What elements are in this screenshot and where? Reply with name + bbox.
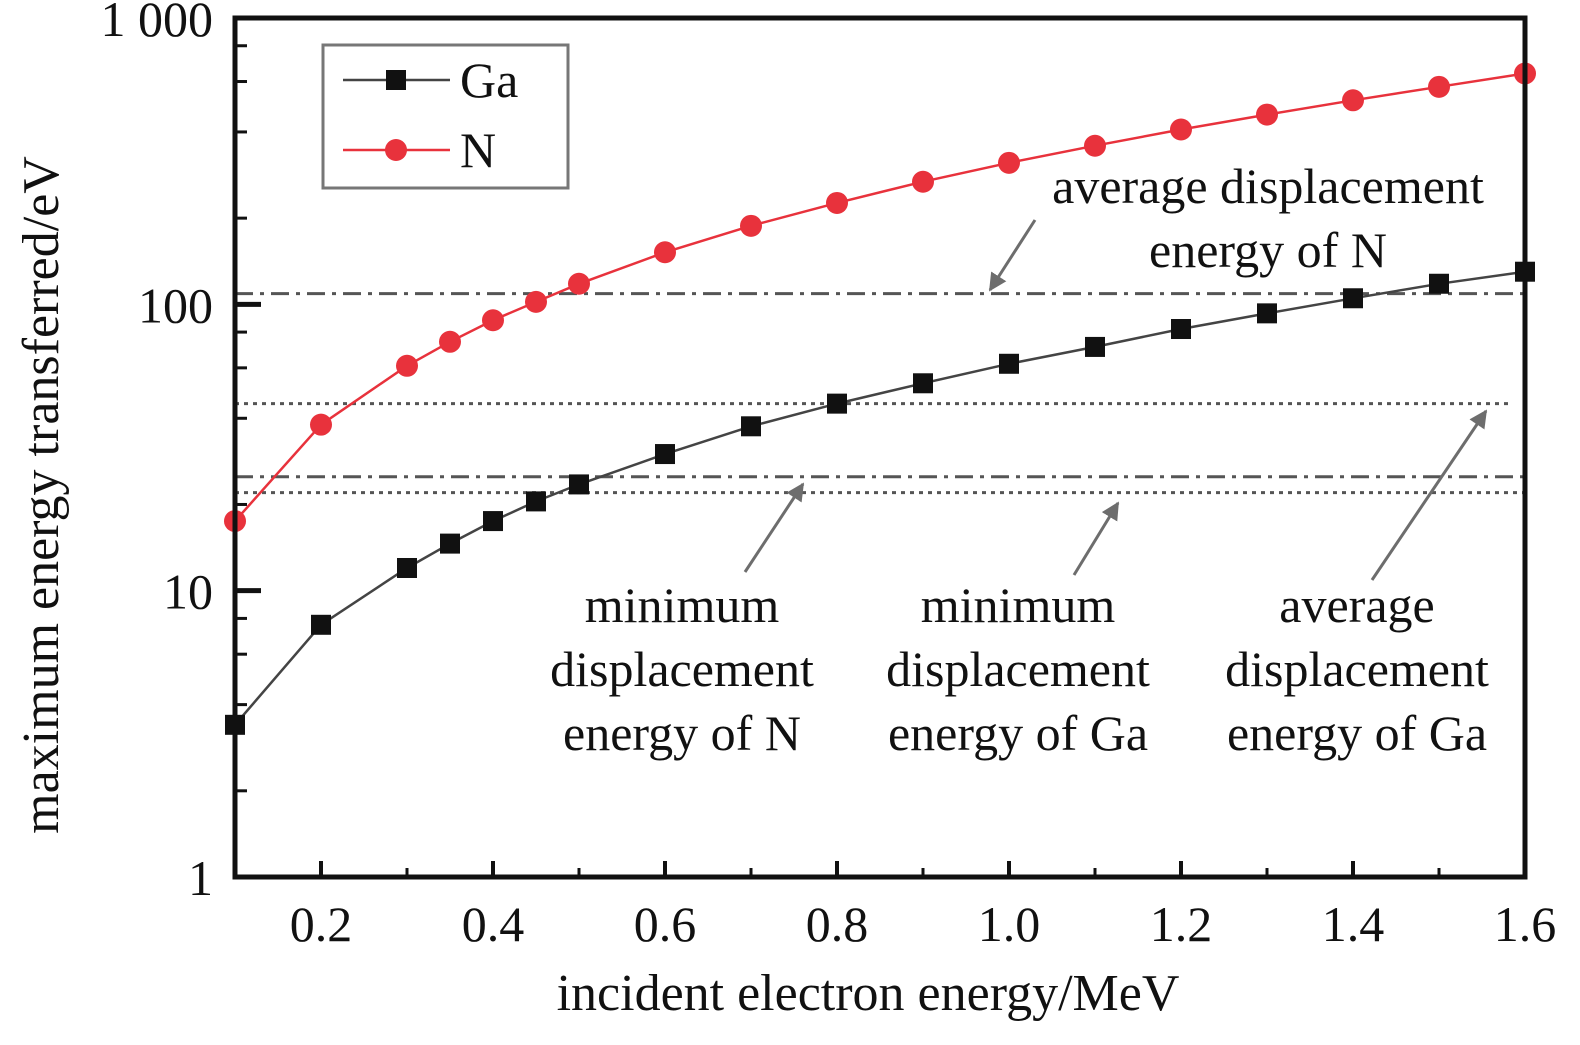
data-point-ga bbox=[311, 614, 331, 635]
annotation-arrow bbox=[1370, 409, 1488, 581]
data-point-ga bbox=[655, 444, 675, 465]
x-axis-title: incident electron energy/MeV bbox=[557, 965, 1180, 1022]
data-point-ga bbox=[741, 416, 761, 437]
y-tick-label: 1 bbox=[188, 850, 213, 906]
data-point-ga bbox=[440, 533, 460, 554]
data-point-ga bbox=[827, 393, 847, 414]
data-point-ga bbox=[1429, 273, 1449, 294]
data-point-n bbox=[1256, 103, 1278, 126]
data-point-n bbox=[654, 241, 676, 264]
annotation-arrow bbox=[988, 219, 1037, 292]
annotation-text: energy of Ga bbox=[1227, 705, 1487, 761]
annotation-text: energy of N bbox=[563, 705, 801, 761]
annotation-arrows bbox=[743, 219, 1488, 581]
plot-frame bbox=[232, 15, 1528, 880]
y-tick-label: 10 bbox=[163, 564, 213, 620]
annotation-text: average bbox=[1279, 577, 1434, 633]
axes-frame bbox=[232, 15, 1528, 880]
x-tick-label: 1.4 bbox=[1322, 896, 1385, 952]
data-point-n bbox=[568, 272, 590, 295]
data-point-ga bbox=[999, 353, 1019, 374]
x-tick-label: 0.6 bbox=[634, 896, 697, 952]
annotation-text: energy of Ga bbox=[888, 705, 1148, 761]
data-point-ga bbox=[1257, 303, 1277, 324]
annotation-text: minimum bbox=[585, 577, 780, 633]
data-point-ga bbox=[1085, 336, 1105, 357]
legend-box bbox=[321, 43, 570, 190]
axis-ticks: 0.2 0.4 0.6 0.8 1.0 1.2 1.4 1.6 1 10 100 1 000 bbox=[101, 0, 1557, 952]
data-point-n bbox=[826, 191, 848, 214]
annotation-text: average displacement bbox=[1052, 158, 1484, 214]
x-tick-label: 1.0 bbox=[978, 896, 1041, 952]
annotation-text: displacement bbox=[550, 641, 814, 697]
data-point-n bbox=[1428, 75, 1450, 98]
x-tick-label: 1.6 bbox=[1494, 896, 1557, 952]
annotation-text: energy of N bbox=[1149, 222, 1387, 278]
data-point-n bbox=[740, 214, 762, 237]
data-point-ga bbox=[483, 511, 503, 532]
data-point-n bbox=[525, 290, 547, 313]
data-point-ga bbox=[397, 557, 417, 578]
data-point-n bbox=[396, 354, 418, 377]
legend-label-ga: Ga bbox=[460, 52, 518, 108]
legend: Ga N bbox=[321, 43, 570, 190]
annotation-arrow bbox=[1072, 501, 1120, 576]
data-point-n bbox=[998, 151, 1020, 174]
x-tick-label: 0.2 bbox=[290, 896, 353, 952]
data-point-n bbox=[1084, 134, 1106, 157]
data-point-n bbox=[1342, 89, 1364, 112]
data-point-n bbox=[1170, 118, 1192, 141]
data-point-ga bbox=[526, 491, 546, 512]
annotation-text: displacement bbox=[886, 641, 1150, 697]
data-point-n bbox=[439, 330, 461, 353]
data-point-n bbox=[912, 170, 934, 193]
data-point-n bbox=[482, 309, 504, 332]
data-point-ga bbox=[569, 474, 589, 495]
series-layer bbox=[224, 62, 1536, 735]
legend-marker-n bbox=[385, 139, 407, 161]
annotation-arrow bbox=[743, 482, 805, 573]
y-tick-label: 1 000 bbox=[101, 0, 214, 47]
data-point-ga bbox=[913, 373, 933, 394]
annotations: average displacement energy of N minimum di… bbox=[550, 158, 1489, 761]
y-axis-title: maximum energy transferred/eV bbox=[13, 156, 70, 834]
data-point-ga bbox=[1171, 319, 1191, 340]
legend-marker-ga bbox=[386, 70, 406, 90]
legend-label-n: N bbox=[460, 122, 496, 178]
reference-lines bbox=[235, 292, 1525, 495]
x-tick-label: 0.4 bbox=[462, 896, 525, 952]
annotation-text: displacement bbox=[1225, 641, 1489, 697]
data-point-ga bbox=[1343, 288, 1363, 309]
data-point-n bbox=[310, 413, 332, 436]
y-tick-label: 100 bbox=[138, 277, 213, 333]
annotation-text: minimum bbox=[921, 577, 1116, 633]
x-tick-label: 0.8 bbox=[806, 896, 869, 952]
x-tick-label: 1.2 bbox=[1150, 896, 1213, 952]
